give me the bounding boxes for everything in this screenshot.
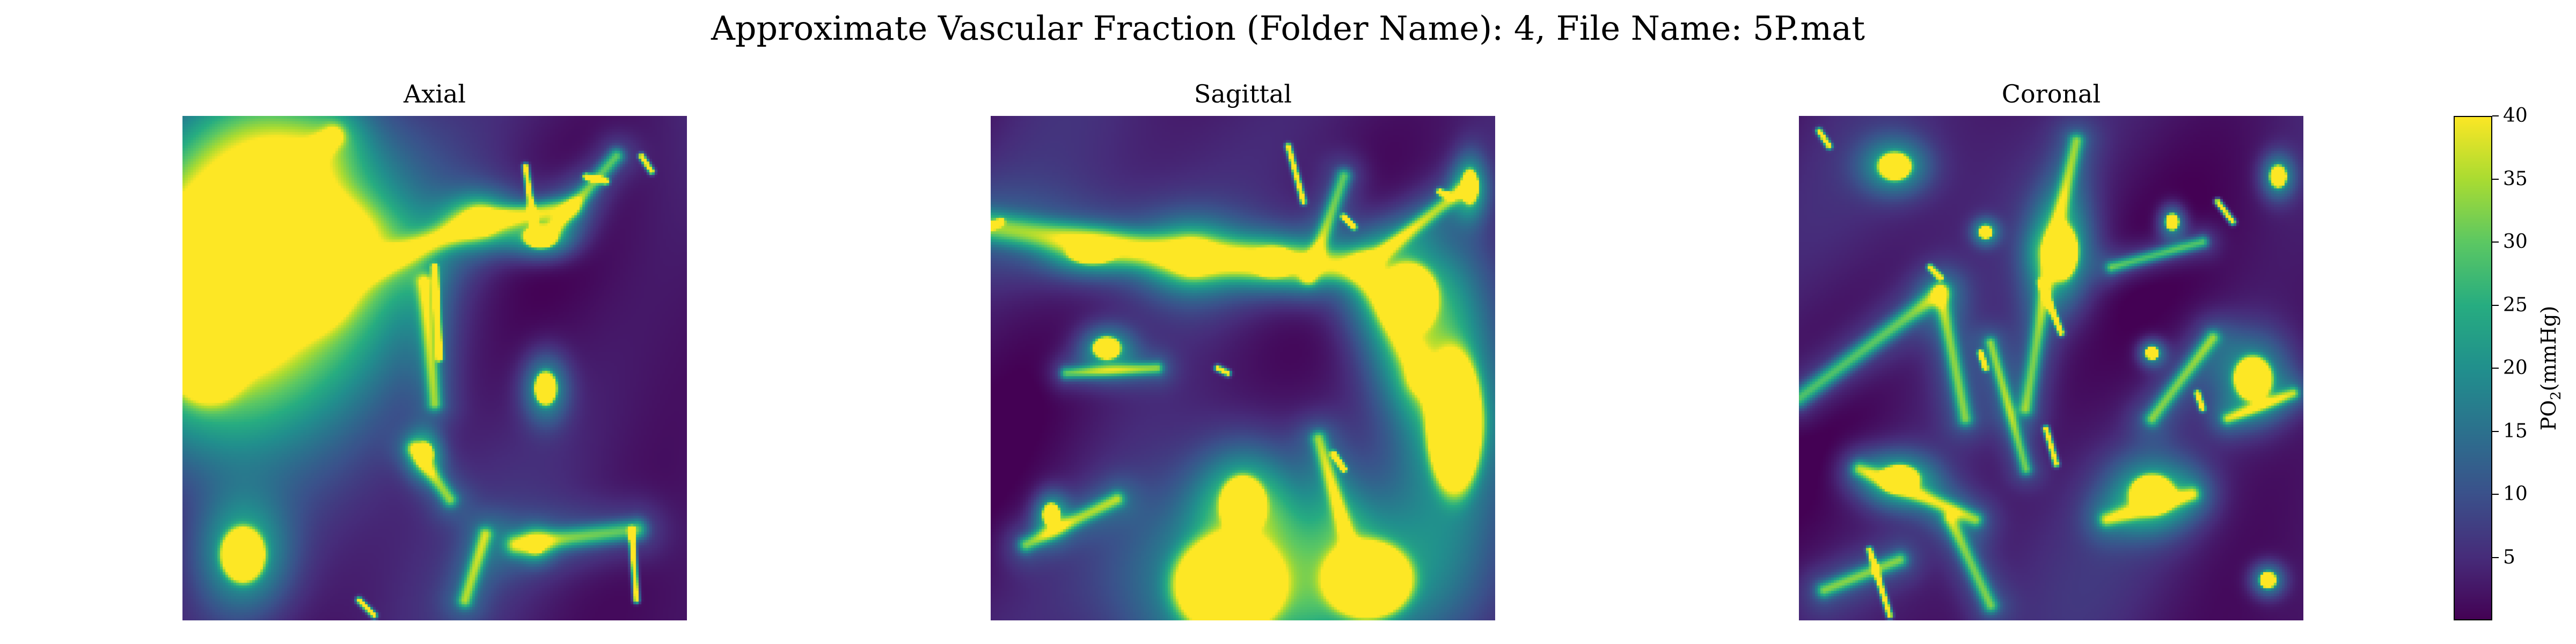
colorbar-tick-label: 35 — [2503, 167, 2528, 190]
sagittal-heatmap — [991, 116, 1495, 620]
colorbar-frame — [2454, 116, 2492, 620]
colorbar-label-unit: (mmHg) — [2537, 305, 2561, 391]
colorbar-tick-label: 40 — [2503, 105, 2528, 127]
colorbar-tick-mark — [2492, 368, 2499, 369]
axial-heatmap — [182, 116, 687, 620]
colorbar-tick-mark — [2492, 494, 2499, 495]
colorbar-tick-label: 15 — [2503, 420, 2528, 442]
colorbar-tick-label: 10 — [2503, 483, 2528, 505]
colorbar-label-main: PO — [2537, 400, 2561, 431]
colorbar-tick-label: 20 — [2503, 357, 2528, 379]
colorbar-tick-label: 30 — [2503, 231, 2528, 253]
colorbar-tick-mark — [2492, 557, 2499, 558]
colorbar-tick-mark — [2492, 115, 2499, 116]
colorbar-label: PO2(mmHg) — [2537, 306, 2568, 430]
coronal-heatmap — [1799, 116, 2303, 620]
colorbar-tick-mark — [2492, 304, 2499, 306]
coronal-panel-title: Coronal — [2001, 79, 2101, 108]
axial-panel-title: Axial — [403, 79, 466, 108]
colorbar-tick-mark — [2492, 241, 2499, 243]
colorbar-tick-mark — [2492, 430, 2499, 432]
colorbar-tick-mark — [2492, 178, 2499, 180]
sagittal-panel-title: Sagittal — [1194, 79, 1292, 108]
colorbar-tick-label: 25 — [2503, 294, 2528, 316]
colorbar — [2454, 116, 2492, 620]
colorbar-tick-label: 5 — [2503, 546, 2515, 568]
figure-title: Approximate Vascular Fraction (Folder Na… — [711, 9, 1865, 48]
colorbar-label-subscript: 2 — [2548, 391, 2564, 400]
